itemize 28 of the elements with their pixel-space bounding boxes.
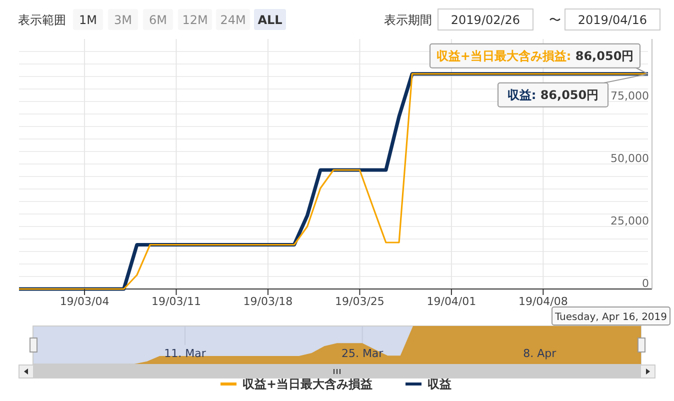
x-tick-label: 19/03/04 — [60, 295, 110, 308]
text: 〜 — [549, 13, 561, 27]
range-button: 3M — [108, 9, 138, 30]
annotation: 収益: 86,050円 — [507, 88, 599, 102]
y-tick-label: 50,000 — [610, 152, 649, 165]
range-button: 6M — [143, 9, 173, 30]
text: Tuesday, Apr 16, 2019 — [554, 312, 668, 323]
range-button: 24M — [216, 9, 250, 30]
y-tick-label: 75,000 — [610, 90, 649, 102]
annotation: 収益+当日最大含み損益: 86,050円 — [436, 48, 634, 63]
y-tick-label: 25,000 — [610, 214, 649, 228]
text: 表示範囲 — [18, 13, 66, 27]
x-tick-label: 19/03/18 — [243, 295, 293, 308]
x-tick-label: 8. Apr — [523, 347, 557, 360]
legend-label: 収益+当日最大含み損益 — [242, 377, 373, 391]
text: 表示期間 — [384, 13, 432, 27]
range-button: 1M — [73, 9, 103, 30]
x-tick-label: 19/03/25 — [335, 295, 384, 308]
legend-label: 収益 — [428, 377, 452, 391]
x-tick-label: 25. Mar — [341, 347, 384, 360]
date-input-field: 2019/02/26 — [438, 8, 534, 30]
x-tick-label: 19/03/11 — [152, 295, 201, 308]
y-tick-label: 0 — [642, 277, 649, 290]
date-input-field: 2019/04/16 — [564, 8, 660, 30]
range-button: ALL — [254, 9, 286, 30]
x-tick-label: 19/04/08 — [518, 295, 568, 308]
x-tick-label: 19/04/01 — [426, 295, 476, 308]
range-button: 12M — [178, 9, 212, 30]
